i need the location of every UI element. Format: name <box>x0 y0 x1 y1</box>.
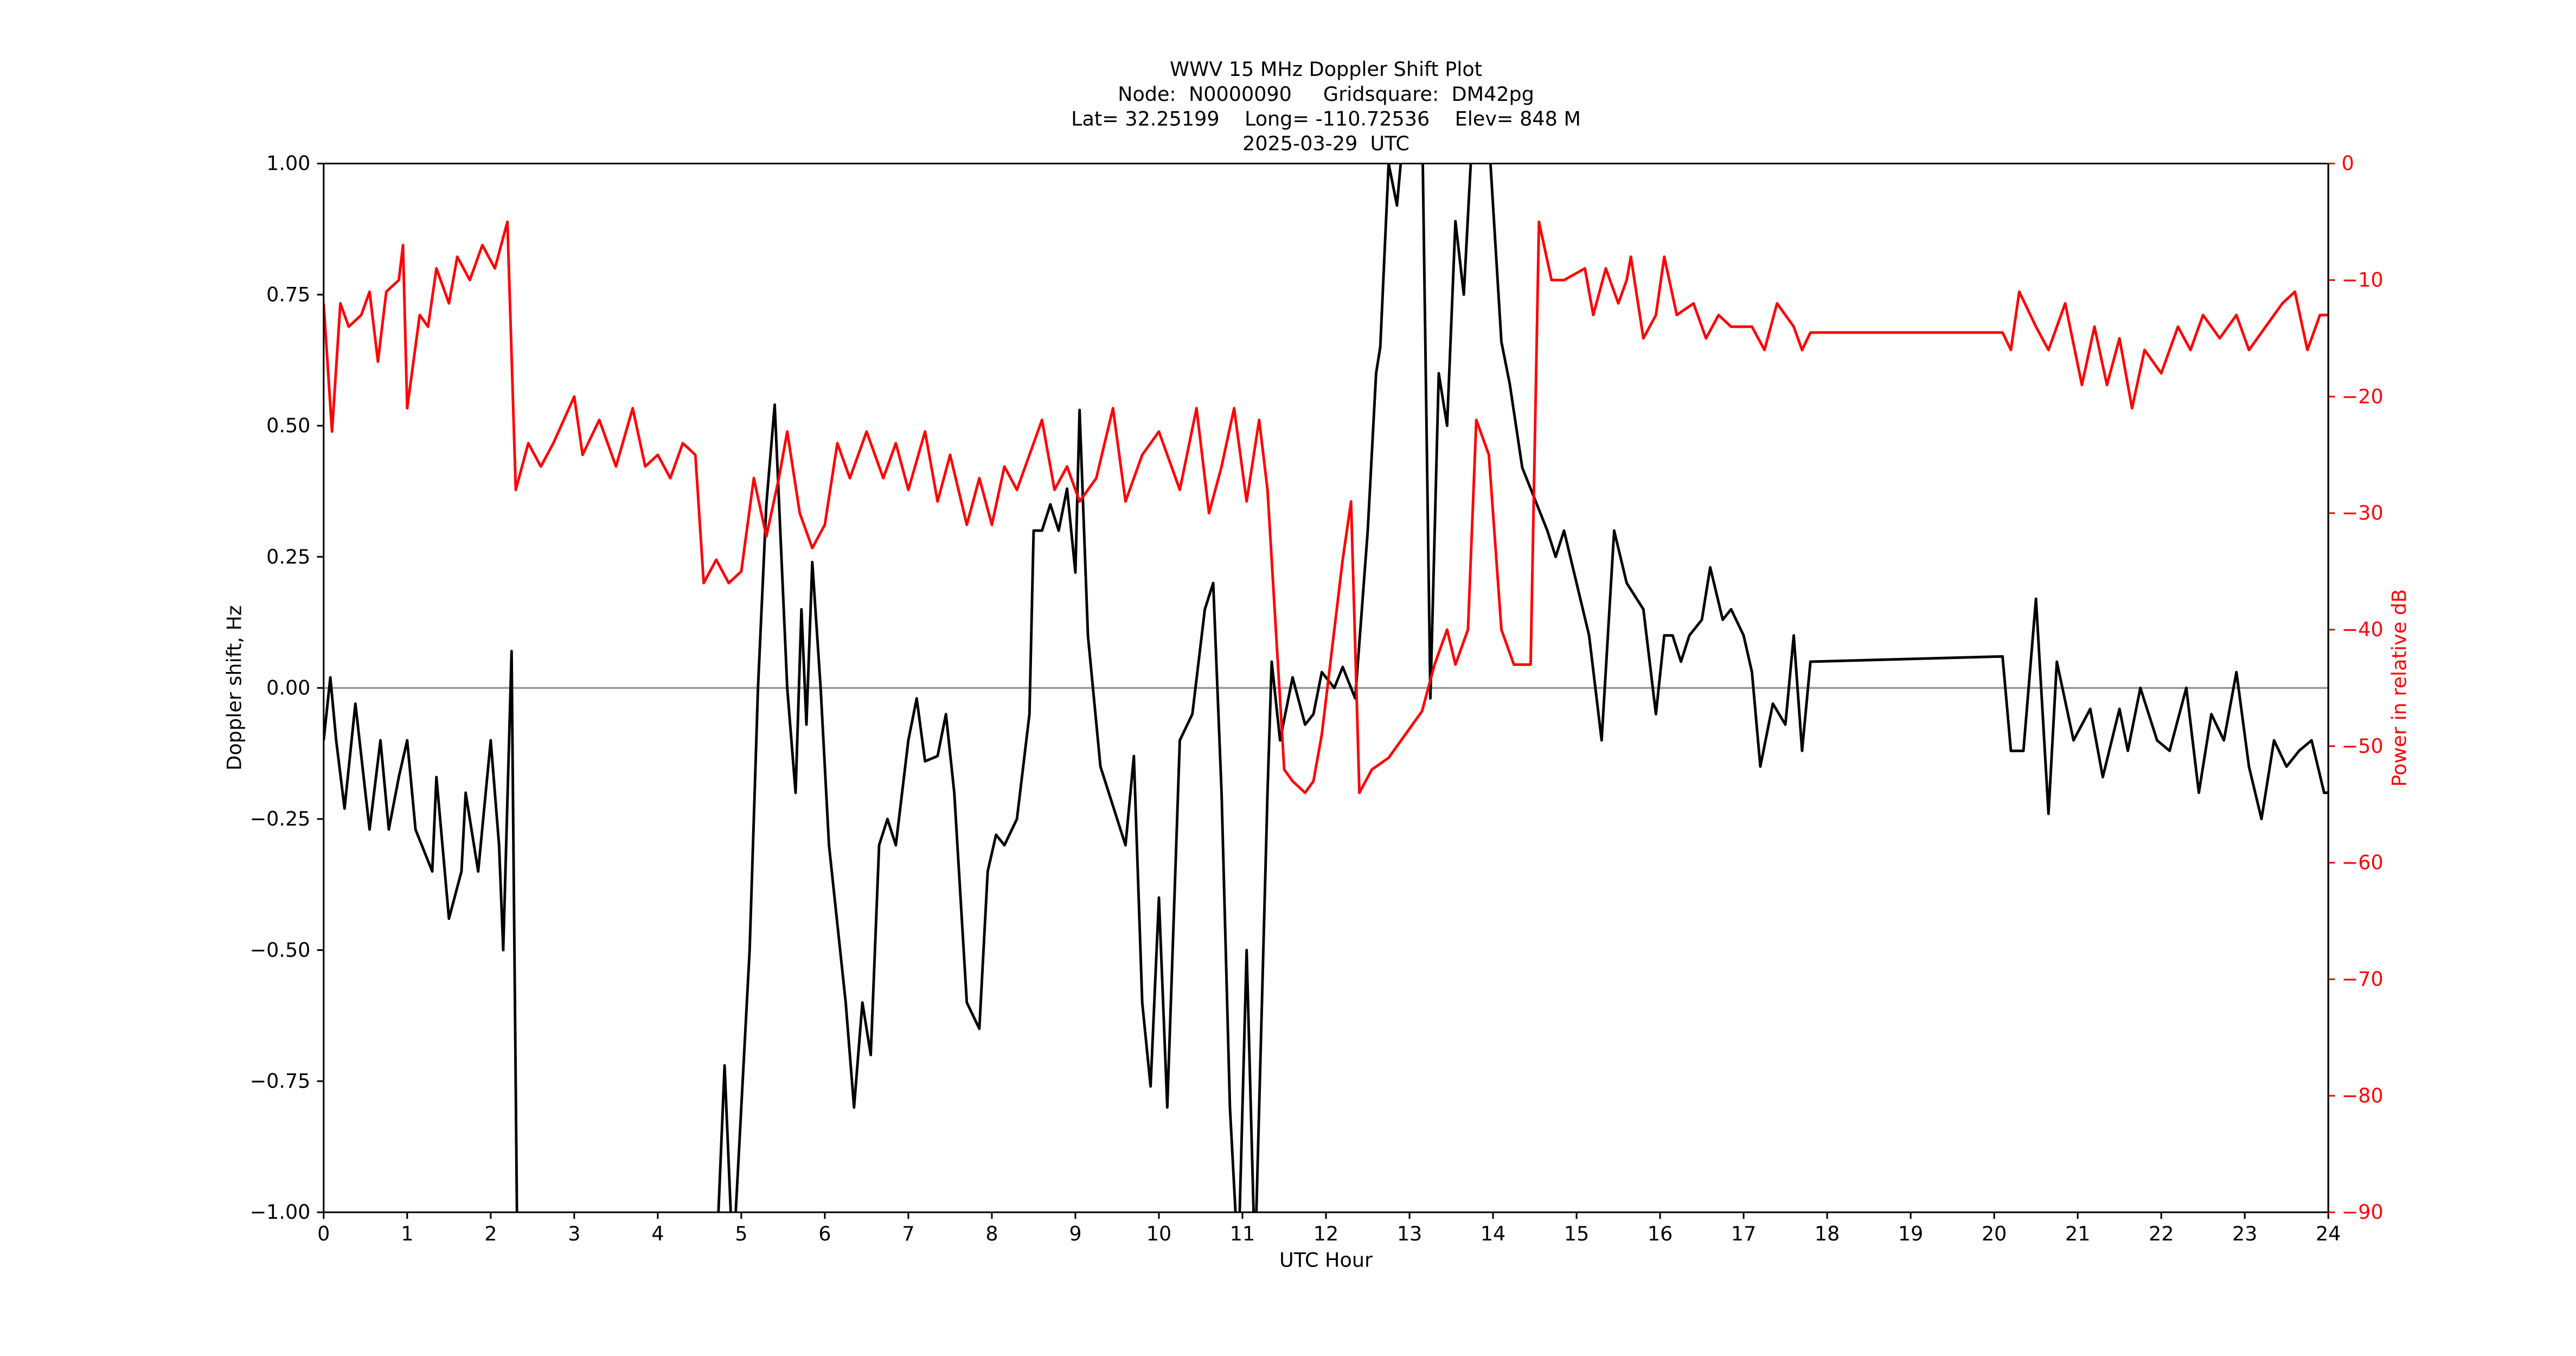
chart-subtitle: Node: N0000090 Gridsquare: DM42pg <box>1118 82 1534 106</box>
x-tick-label: 3 <box>568 1222 580 1245</box>
y2-tick-label: 0 <box>2342 152 2354 175</box>
data-line <box>323 220 2329 795</box>
x-tick-label: 16 <box>1648 1222 1673 1245</box>
x-tick-label: 18 <box>1815 1222 1840 1245</box>
x-tick-label: 13 <box>1397 1222 1422 1245</box>
x-axis-label: UTC Hour <box>1279 1248 1373 1271</box>
x-tick-label: 23 <box>2232 1222 2257 1245</box>
chart-title: WWV 15 MHz Doppler Shift Plot <box>1170 57 1482 81</box>
y2-tick-label: −80 <box>2342 1084 2383 1107</box>
x-tick-label: 1 <box>401 1222 413 1245</box>
x-tick-label: 6 <box>818 1222 831 1245</box>
x-tick-label: 5 <box>735 1222 747 1245</box>
chart-subtitle: 2025-03-29 UTC <box>1242 132 1409 155</box>
y-axis-label: Doppler shift, Hz <box>223 605 246 771</box>
plot-area: 0 1 2 3 4 5 6 7 8 9 10 11 12 13 14 15 16 17 18 19 20 21 22 23 24… <box>250 152 2383 1245</box>
y-tick-label: 0.75 <box>266 283 310 306</box>
x-tick-label: 14 <box>1481 1222 1505 1245</box>
x-tick-label: 2 <box>484 1222 497 1245</box>
x-tick-label: 12 <box>1313 1222 1338 1245</box>
y-tick-label: 0.25 <box>266 545 310 568</box>
x-tick-label: 24 <box>2316 1222 2341 1245</box>
y2-tick-label: −50 <box>2342 734 2383 758</box>
y2-tick-label: −40 <box>2342 618 2383 641</box>
x-tick-label: 9 <box>1069 1222 1081 1245</box>
x-tick-label: 7 <box>902 1222 914 1245</box>
x-tick-label: 11 <box>1230 1222 1255 1245</box>
y-tick-label: 1.00 <box>266 152 310 175</box>
chart-subtitle: Lat= 32.25199 Long= -110.72536 Elev= 848… <box>1071 107 1581 130</box>
x-tick-label: 8 <box>985 1222 998 1245</box>
x-tick-label: 22 <box>2149 1222 2174 1245</box>
y-tick-label: −0.75 <box>250 1070 311 1093</box>
y2-tick-label: −60 <box>2342 851 2383 874</box>
data-line <box>323 163 2329 1213</box>
x-tick-label: 0 <box>317 1222 330 1245</box>
y2-tick-label: −20 <box>2342 385 2383 408</box>
y2-tick-label: −10 <box>2342 268 2383 292</box>
y-tick-label: −0.25 <box>250 807 311 830</box>
x-tick-label: 10 <box>1146 1222 1171 1245</box>
x-tick-label: 17 <box>1731 1222 1756 1245</box>
y-tick-label: 0.00 <box>266 676 310 699</box>
x-tick-label: 15 <box>1564 1222 1589 1245</box>
x-tick-label: 4 <box>651 1222 664 1245</box>
x-tick-label: 20 <box>1982 1222 2007 1245</box>
x-tick-label: 21 <box>2065 1222 2090 1245</box>
x-tick-label: 19 <box>1898 1222 1923 1245</box>
y2-tick-label: −90 <box>2342 1200 2383 1224</box>
y2-axis-label: Power in relative dB <box>2387 589 2411 786</box>
y-tick-label: −1.00 <box>250 1200 311 1224</box>
y2-tick-label: −70 <box>2342 968 2383 991</box>
y2-tick-label: −30 <box>2342 501 2383 525</box>
y-tick-label: −0.50 <box>250 938 311 962</box>
y-tick-label: 0.50 <box>266 414 310 437</box>
